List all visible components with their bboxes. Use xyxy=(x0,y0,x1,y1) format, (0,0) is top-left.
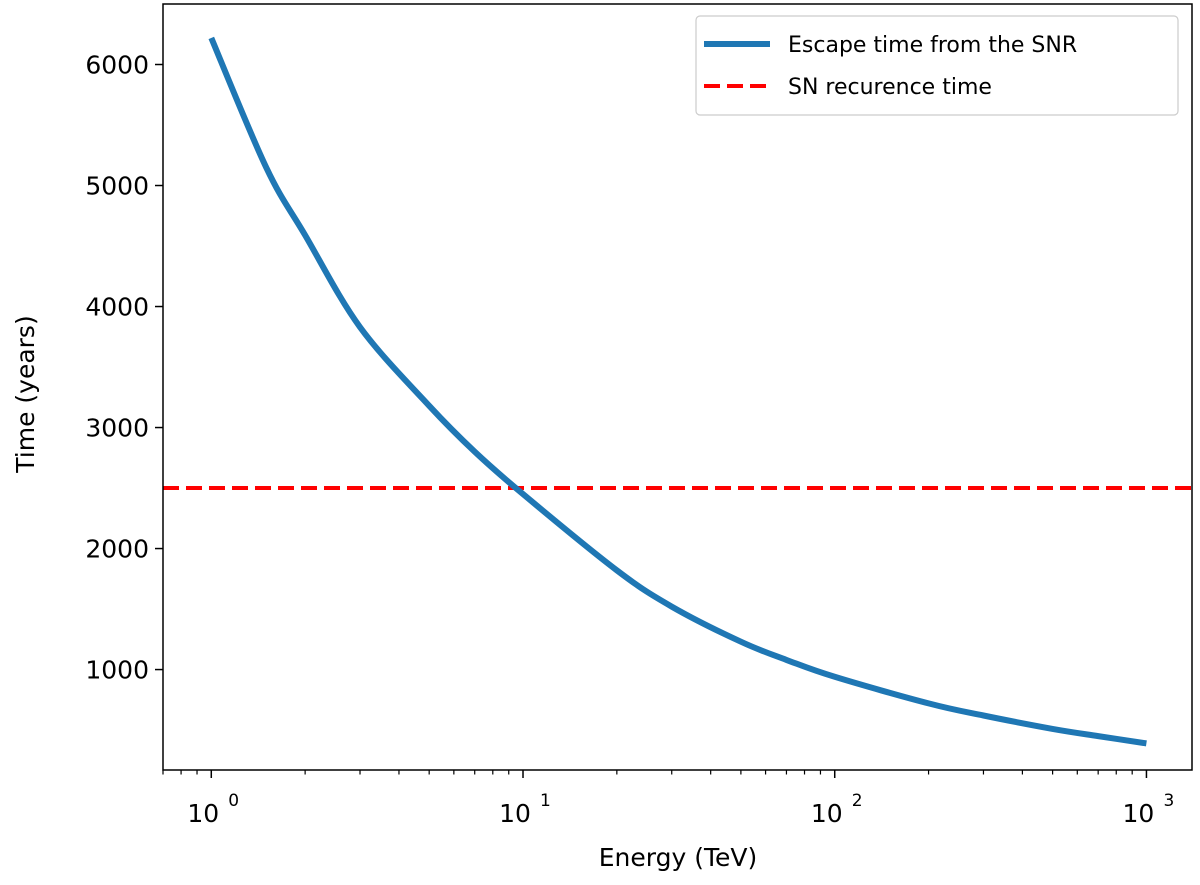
x-tick-label: 10 xyxy=(811,799,843,828)
legend-box xyxy=(695,15,1179,116)
x-tick-label: 10 xyxy=(1123,799,1155,828)
y-tick-label: 1000 xyxy=(85,656,149,685)
x-tick-exponent: 1 xyxy=(540,791,551,811)
legend-label-escape-time: Escape time from the SNR xyxy=(788,33,1077,58)
x-tick-exponent: 3 xyxy=(1163,791,1174,811)
y-tick-label: 4000 xyxy=(85,293,149,322)
plot-frame xyxy=(162,3,1193,771)
tick-layer: 10 0 10 1 10 2 10 3 1000 2000 3000 4000 5000 6000 xyxy=(85,51,1174,828)
x-tick-label: 10 xyxy=(499,799,531,828)
x-tick-exponent: 2 xyxy=(852,791,863,811)
y-tick-label: 3000 xyxy=(85,414,149,443)
x-tick-exponent: 0 xyxy=(228,791,239,811)
y-tick-label: 5000 xyxy=(85,172,149,201)
y-tick-label: 6000 xyxy=(85,51,149,80)
legend: Escape time from the SNR SN recurence ti… xyxy=(695,15,1179,116)
x-axis-label: Energy (TeV) xyxy=(599,843,757,872)
escape-time-line xyxy=(208,36,1147,747)
series-layer xyxy=(163,36,1192,747)
x-tick-label: 10 xyxy=(187,799,219,828)
y-tick-label: 2000 xyxy=(85,535,149,564)
y-axis-label: Time (years) xyxy=(11,315,40,473)
legend-label-sn-recurrence: SN recurence time xyxy=(788,75,992,100)
